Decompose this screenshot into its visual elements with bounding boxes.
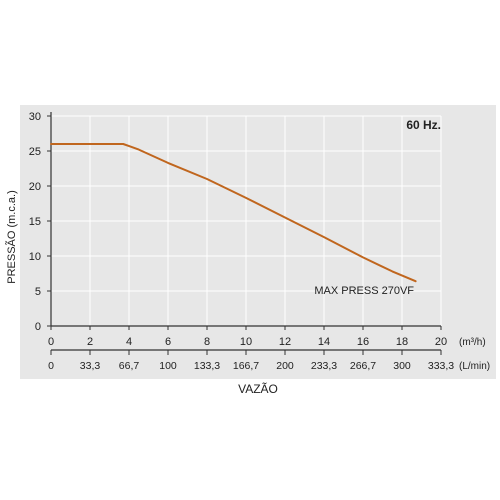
x-tick-label-primary: 4 bbox=[126, 336, 132, 348]
x-tick-label-secondary: 66,7 bbox=[119, 360, 140, 372]
grid-lines bbox=[51, 115, 442, 326]
x-tick-label-secondary: 133,3 bbox=[194, 360, 220, 372]
x-tick-label-primary: 2 bbox=[87, 336, 93, 348]
series-label: MAX PRESS 270VF bbox=[314, 285, 414, 297]
x-tick-label-secondary: 333,3 bbox=[428, 360, 454, 372]
x-tick-labels-secondary: 0 33,3 66,7 100 133,3 166,7 200 233,3 266,7 300 33… bbox=[48, 360, 454, 372]
x-tick-label-secondary: 100 bbox=[159, 360, 177, 372]
x-unit-secondary: (L/min) bbox=[459, 361, 490, 372]
x-tick-label-secondary: 166,7 bbox=[233, 360, 259, 372]
x-tick-label-secondary: 266,7 bbox=[350, 360, 376, 372]
x-tick-labels-primary: 0 2 4 6 8 10 12 14 16 18 20 bbox=[48, 336, 447, 348]
x-tick-label-primary: 20 bbox=[435, 336, 447, 348]
axes bbox=[47, 112, 442, 355]
series-line-max-press-270vf bbox=[50, 143, 417, 283]
x-tick-label-primary: 10 bbox=[240, 336, 252, 348]
x-tick-label-secondary: 233,3 bbox=[311, 360, 337, 372]
y-tick-label: 5 bbox=[35, 286, 41, 298]
y-tick-label: 25 bbox=[29, 146, 41, 158]
x-unit-primary: (m³/h) bbox=[459, 337, 486, 348]
x-axis-title: VAZÃO bbox=[238, 382, 278, 396]
y-tick-labels: 0 5 10 15 20 25 30 bbox=[29, 111, 41, 333]
y-tick-label: 0 bbox=[35, 321, 41, 333]
y-tick-label: 20 bbox=[29, 181, 41, 193]
frequency-label: 60 Hz. bbox=[406, 118, 441, 132]
x-tick-label-primary: 16 bbox=[357, 336, 369, 348]
y-tick-label: 10 bbox=[29, 251, 41, 263]
x-tick-label-primary: 14 bbox=[318, 336, 330, 348]
x-tick-label-primary: 8 bbox=[204, 336, 210, 348]
x-tick-label-primary: 0 bbox=[48, 336, 54, 348]
x-tick-label-primary: 18 bbox=[396, 336, 408, 348]
x-tick-label-secondary: 33,3 bbox=[80, 360, 101, 372]
y-tick-label: 30 bbox=[29, 111, 41, 123]
series-group bbox=[50, 143, 417, 283]
y-tick-label: 15 bbox=[29, 216, 41, 228]
x-tick-label-primary: 6 bbox=[165, 336, 171, 348]
x-tick-label-primary: 12 bbox=[279, 336, 291, 348]
x-tick-label-secondary: 200 bbox=[276, 360, 294, 372]
y-axis-title: PRESSÃO (m.c.a.) bbox=[5, 190, 18, 284]
x-tick-label-secondary: 0 bbox=[48, 360, 54, 372]
x-tick-label-secondary: 300 bbox=[393, 360, 411, 372]
